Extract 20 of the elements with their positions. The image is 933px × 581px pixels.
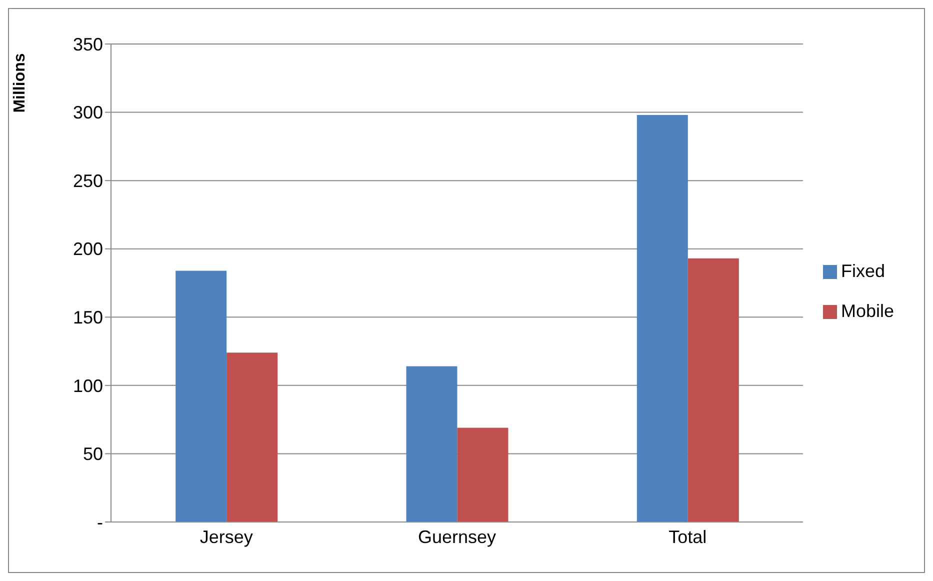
x-tick-label: Total <box>668 526 707 547</box>
bar <box>176 270 227 522</box>
bar <box>226 352 278 522</box>
legend-label: Mobile <box>840 300 894 320</box>
y-tick-label: 250 <box>72 170 103 191</box>
y-axis-title: Millions <box>12 53 29 113</box>
y-tick-label: - <box>97 512 103 532</box>
bar <box>636 115 688 522</box>
y-tick-label: 350 <box>72 34 103 54</box>
bar <box>457 428 508 522</box>
bar <box>688 258 739 522</box>
x-tick-label: Guernsey <box>418 526 496 547</box>
legend-label: Fixed <box>840 260 885 280</box>
y-tick-label: 200 <box>72 239 103 260</box>
bar <box>406 366 458 522</box>
y-tick-label: 150 <box>72 308 103 328</box>
y-tick-label: 100 <box>72 376 103 396</box>
y-tick-label: 300 <box>72 102 103 123</box>
y-tick-label: 50 <box>82 444 103 464</box>
x-tick-label: Jersey <box>200 526 253 547</box>
